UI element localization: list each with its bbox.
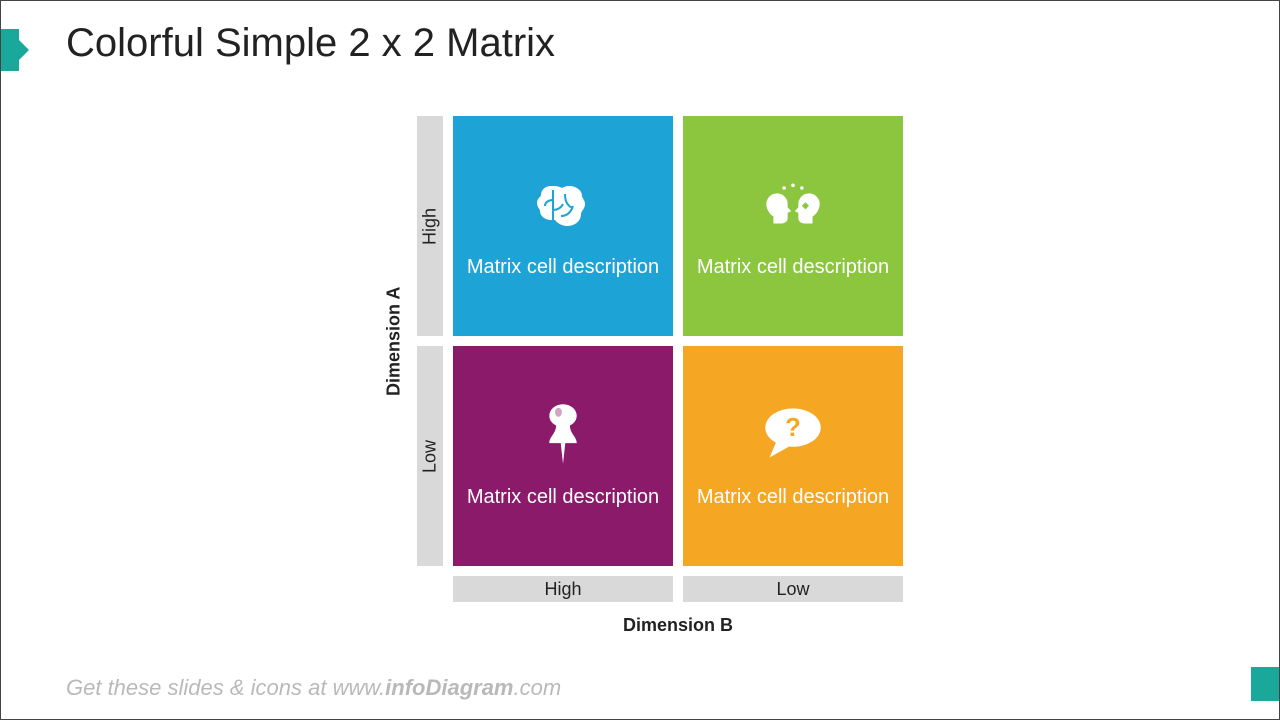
cell-bottom-right: ? Matrix cell description — [683, 346, 903, 566]
cell-text: Matrix cell description — [467, 254, 659, 280]
cell-text: Matrix cell description — [697, 484, 889, 510]
x-axis-low: Low — [683, 576, 903, 602]
footer-brand-prefix: www. — [333, 675, 386, 700]
svg-text:?: ? — [785, 414, 801, 442]
footer-brand-suffix: .com — [514, 675, 562, 700]
accent-right — [1251, 667, 1279, 701]
x-axis-high: High — [453, 576, 673, 602]
cell-text: Matrix cell description — [697, 254, 889, 280]
pin-icon — [531, 402, 595, 466]
y-axis-label: Dimension A — [381, 116, 407, 566]
footer-prefix: Get these slides & icons at — [66, 675, 333, 700]
accent-left — [1, 29, 19, 71]
slide: Colorful Simple 2 x 2 Matrix Dimension A… — [0, 0, 1280, 720]
cell-top-left: Matrix cell description — [453, 116, 673, 336]
question-icon: ? — [761, 402, 825, 466]
page-title: Colorful Simple 2 x 2 Matrix — [66, 21, 555, 66]
footer: Get these slides & icons at www.infoDiag… — [66, 675, 561, 701]
heads-icon — [761, 172, 825, 236]
brain-icon — [531, 172, 595, 236]
footer-brand-bold: infoDiagram — [385, 675, 513, 700]
cell-text: Matrix cell description — [467, 484, 659, 510]
cell-bottom-left: Matrix cell description — [453, 346, 673, 566]
matrix: Dimension A High Low Matrix cell descrip… — [381, 116, 921, 638]
y-axis-high: High — [417, 116, 443, 336]
cell-top-right: Matrix cell description — [683, 116, 903, 336]
x-axis-label: Dimension B — [453, 612, 903, 638]
matrix-grid: Dimension A High Low Matrix cell descrip… — [381, 116, 921, 638]
y-axis-low: Low — [417, 346, 443, 566]
